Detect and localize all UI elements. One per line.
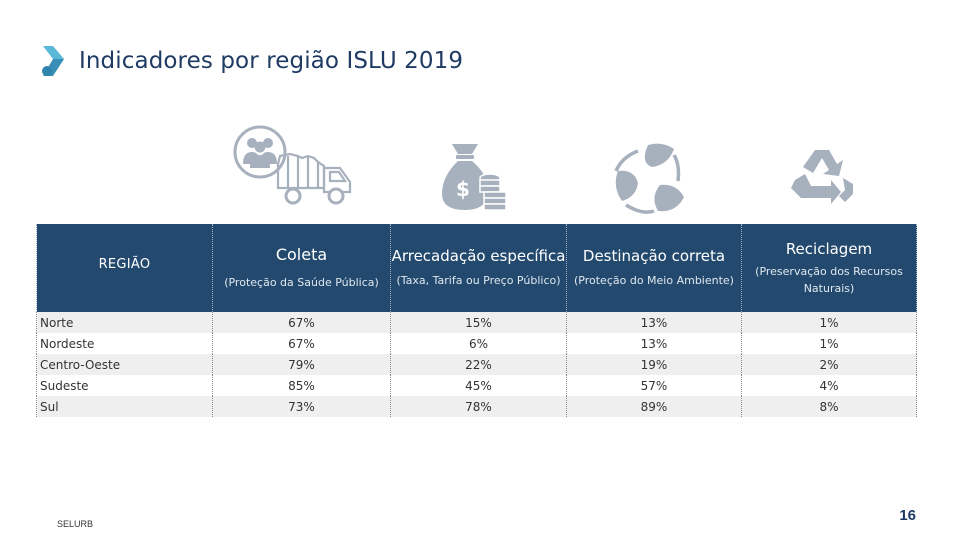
garbage-truck-people-icon bbox=[233, 125, 352, 205]
table-row: Norte 67% 15% 13% 1% bbox=[36, 312, 917, 333]
money-bag-coins-icon: $ bbox=[442, 144, 507, 211]
destinacao-cell: 13% bbox=[566, 312, 742, 333]
reciclagem-column-header: Reciclagem (Preservação dos Recursos Nat… bbox=[741, 224, 917, 312]
coleta-cell: 67% bbox=[212, 333, 391, 354]
reciclagem-cell: 1% bbox=[741, 333, 917, 354]
table-row: Sul 73% 78% 89% 8% bbox=[36, 396, 917, 417]
footer-org: SELURB bbox=[57, 519, 94, 529]
page-title: Indicadores por região ISLU 2019 bbox=[79, 48, 464, 74]
coleta-header-title: Coleta bbox=[275, 245, 328, 264]
arrecadacao-cell: 22% bbox=[390, 354, 567, 375]
arrecadacao-header-title: Arrecadação específica bbox=[391, 247, 566, 265]
table-row: Sudeste 85% 45% 57% 4% bbox=[36, 375, 917, 396]
indicators-table: REGIÃO Coleta (Proteção da Saúde Pública… bbox=[36, 224, 917, 417]
arrecadacao-cell: 15% bbox=[390, 312, 567, 333]
destinacao-header-title: Destinação correta bbox=[582, 247, 726, 265]
destinacao-cell: 89% bbox=[566, 396, 742, 417]
leaves-cycle-icon bbox=[614, 143, 684, 214]
region-cell: Sudeste bbox=[36, 375, 213, 396]
reciclagem-header-title: Reciclagem bbox=[785, 239, 873, 258]
reciclagem-header-subtitle: (Preservação dos Recursos Naturais) bbox=[755, 264, 903, 295]
arrecadacao-column-header: Arrecadação específica (Taxa, Tarifa ou … bbox=[390, 224, 567, 312]
reciclagem-cell: 4% bbox=[741, 375, 917, 396]
recycle-icon bbox=[791, 150, 853, 204]
region-cell: Nordeste bbox=[36, 333, 213, 354]
arrecadacao-cell: 6% bbox=[390, 333, 567, 354]
region-cell: Sul bbox=[36, 396, 213, 417]
table-row: Centro-Oeste 79% 22% 19% 2% bbox=[36, 354, 917, 375]
reciclagem-cell: 8% bbox=[741, 396, 917, 417]
arrecadacao-cell: 45% bbox=[390, 375, 567, 396]
coleta-cell: 79% bbox=[212, 354, 391, 375]
destinacao-column-header: Destinação correta (Proteção do Meio Amb… bbox=[566, 224, 742, 312]
destinacao-cell: 13% bbox=[566, 333, 742, 354]
arrecadacao-header-subtitle: (Taxa, Tarifa ou Preço Público) bbox=[396, 274, 561, 287]
region-cell: Centro-Oeste bbox=[36, 354, 213, 375]
arrecadacao-cell: 78% bbox=[390, 396, 567, 417]
table-header-row: REGIÃO Coleta (Proteção da Saúde Pública… bbox=[36, 224, 917, 312]
destinacao-header-subtitle: (Proteção do Meio Ambiente) bbox=[574, 274, 734, 287]
region-cell: Norte bbox=[36, 312, 213, 333]
coleta-column-header: Coleta (Proteção da Saúde Pública) bbox=[212, 224, 391, 312]
page-number: 16 bbox=[899, 507, 916, 524]
reciclagem-cell: 1% bbox=[741, 312, 917, 333]
coleta-header-subtitle: (Proteção da Saúde Pública) bbox=[224, 276, 379, 289]
destinacao-cell: 19% bbox=[566, 354, 742, 375]
svg-text:$: $ bbox=[456, 177, 470, 201]
coleta-cell: 67% bbox=[212, 312, 391, 333]
coleta-cell: 73% bbox=[212, 396, 391, 417]
destinacao-cell: 57% bbox=[566, 375, 742, 396]
coleta-cell: 85% bbox=[212, 375, 391, 396]
chevron-logo-icon bbox=[42, 46, 64, 76]
table-row: Nordeste 67% 6% 13% 1% bbox=[36, 333, 917, 354]
reciclagem-cell: 2% bbox=[741, 354, 917, 375]
region-column-header: REGIÃO bbox=[36, 224, 213, 312]
